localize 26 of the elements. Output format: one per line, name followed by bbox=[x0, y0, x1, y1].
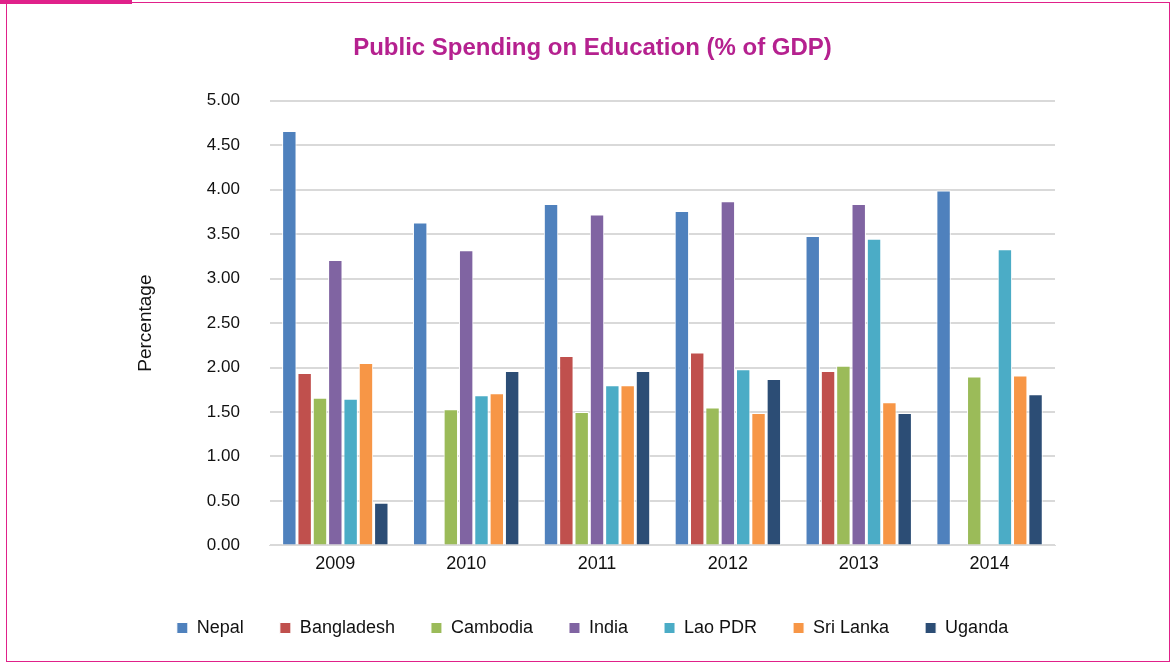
legend-label: India bbox=[589, 616, 630, 637]
legend-label: Cambodia bbox=[450, 616, 534, 637]
x-tick-label: 2011 bbox=[577, 553, 617, 574]
x-tick-label: 2010 bbox=[446, 553, 487, 574]
y-tick-label: 2.00 bbox=[206, 357, 240, 377]
y-axis-title: Percentage bbox=[133, 274, 155, 372]
y-tick-label: 0.50 bbox=[206, 490, 240, 510]
legend-label: Bangladesh bbox=[299, 616, 395, 637]
x-tick-label: 2012 bbox=[707, 553, 748, 574]
y-tick-label: 5.00 bbox=[206, 90, 240, 110]
legend-label: Uganda bbox=[945, 616, 1010, 637]
chart-title: Public Spending on Education (% of GDP) bbox=[353, 33, 832, 61]
y-tick-label: 2.50 bbox=[206, 312, 240, 332]
y-tick-label: 3.00 bbox=[206, 268, 240, 288]
x-tick-label: 2013 bbox=[838, 553, 879, 574]
legend-label: Sri Lanka bbox=[813, 616, 891, 637]
y-tick-label: 4.00 bbox=[206, 179, 240, 199]
legend-label: Nepal bbox=[196, 616, 244, 637]
y-tick-label: 1.50 bbox=[206, 401, 240, 421]
y-tick-label: 1.00 bbox=[206, 446, 240, 466]
legend-label: Lao PDR bbox=[684, 616, 758, 637]
x-tick-label: 2009 bbox=[315, 553, 356, 574]
y-tick-label: 4.50 bbox=[206, 134, 240, 154]
y-tick-label: 0.00 bbox=[206, 535, 240, 555]
y-tick-label: 3.50 bbox=[206, 223, 240, 243]
x-tick-label: 2014 bbox=[969, 553, 1010, 574]
